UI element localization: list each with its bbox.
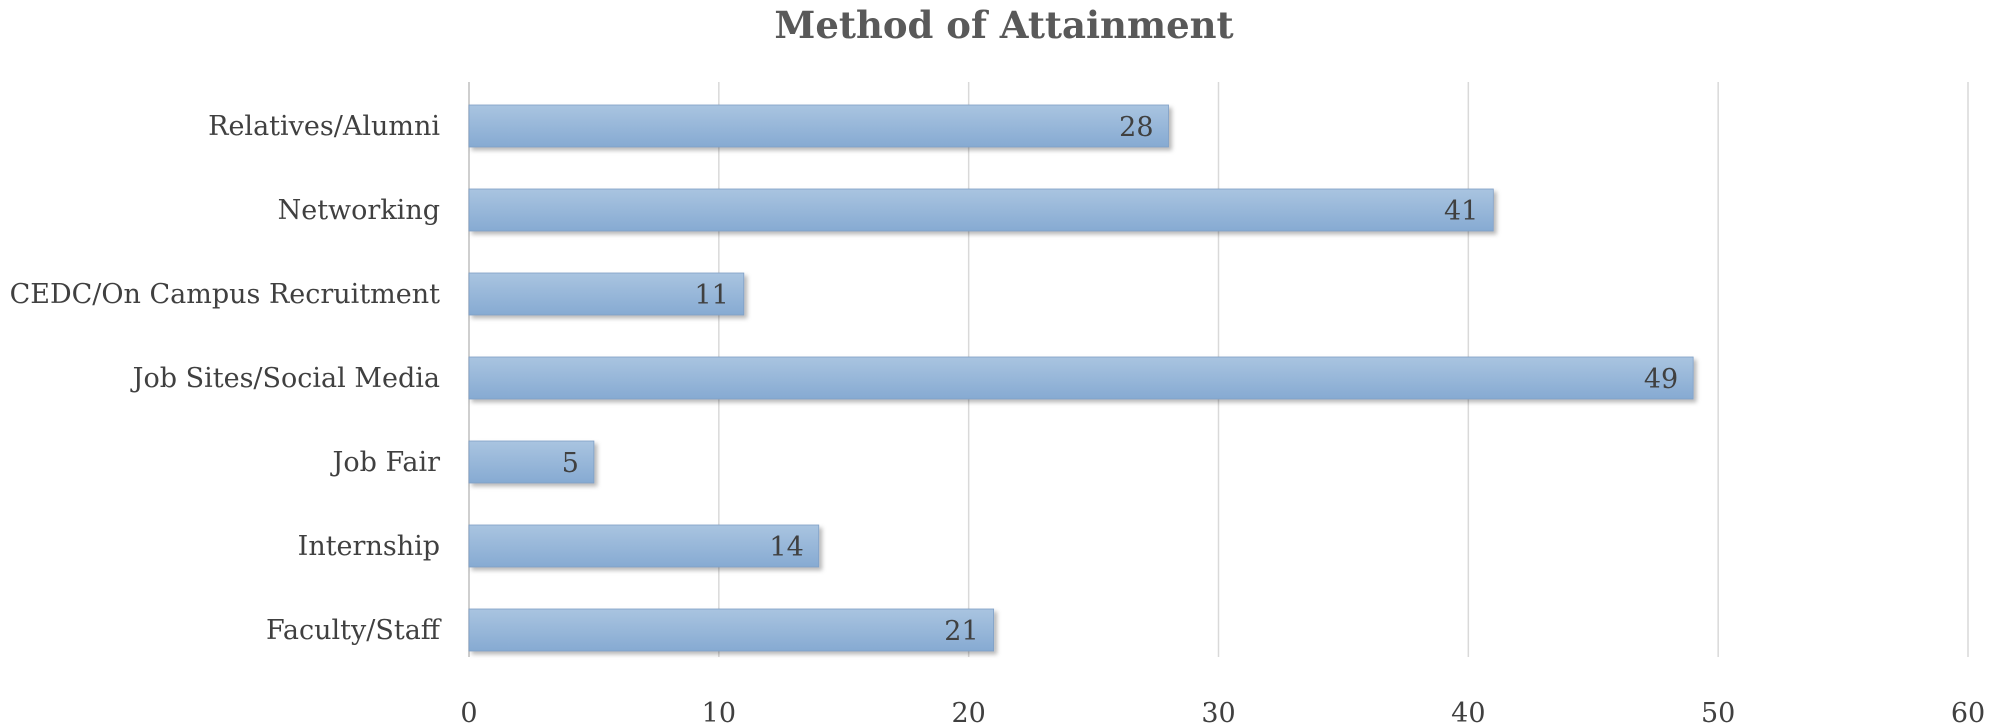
data-labels: 28 41 11 49 5 14 21	[562, 112, 1678, 647]
x-tick-label: 0	[460, 698, 477, 728]
bar	[468, 272, 745, 316]
category-labels: Relatives/Alumni Networking CEDC/On Campus…	[10, 111, 442, 646]
x-tick-label: 10	[702, 698, 736, 728]
bar	[468, 188, 1494, 232]
x-tick-label: 50	[1701, 698, 1735, 728]
data-label: 49	[1644, 364, 1678, 395]
category-label: Relatives/Alumni	[208, 111, 440, 142]
category-label: Job Sites/Social Media	[130, 363, 440, 394]
x-tick-label: 40	[1451, 698, 1485, 728]
bar	[468, 608, 995, 652]
data-label: 14	[769, 532, 803, 563]
chart-title: Method of Attainment	[774, 3, 1233, 47]
data-label: 5	[562, 448, 579, 479]
data-label: 21	[944, 616, 978, 647]
category-label: Internship	[298, 531, 440, 562]
bar	[468, 356, 1694, 400]
category-label: Faculty/Staff	[266, 615, 442, 646]
data-label: 11	[694, 280, 728, 311]
x-tick-label: 60	[1951, 698, 1985, 728]
data-label: 28	[1119, 112, 1153, 143]
x-axis-ticks: 0 10 20 30 40 50 60	[460, 698, 1985, 728]
x-tick-label: 20	[951, 698, 985, 728]
bars	[468, 104, 1694, 652]
bar	[468, 440, 595, 484]
data-label: 41	[1444, 196, 1478, 227]
bar	[468, 524, 820, 568]
bar	[468, 104, 1169, 148]
x-tick-label: 30	[1201, 698, 1235, 728]
category-label: Networking	[278, 195, 440, 226]
category-label: CEDC/On Campus Recruitment	[10, 279, 441, 310]
category-label: Job Fair	[330, 447, 441, 478]
